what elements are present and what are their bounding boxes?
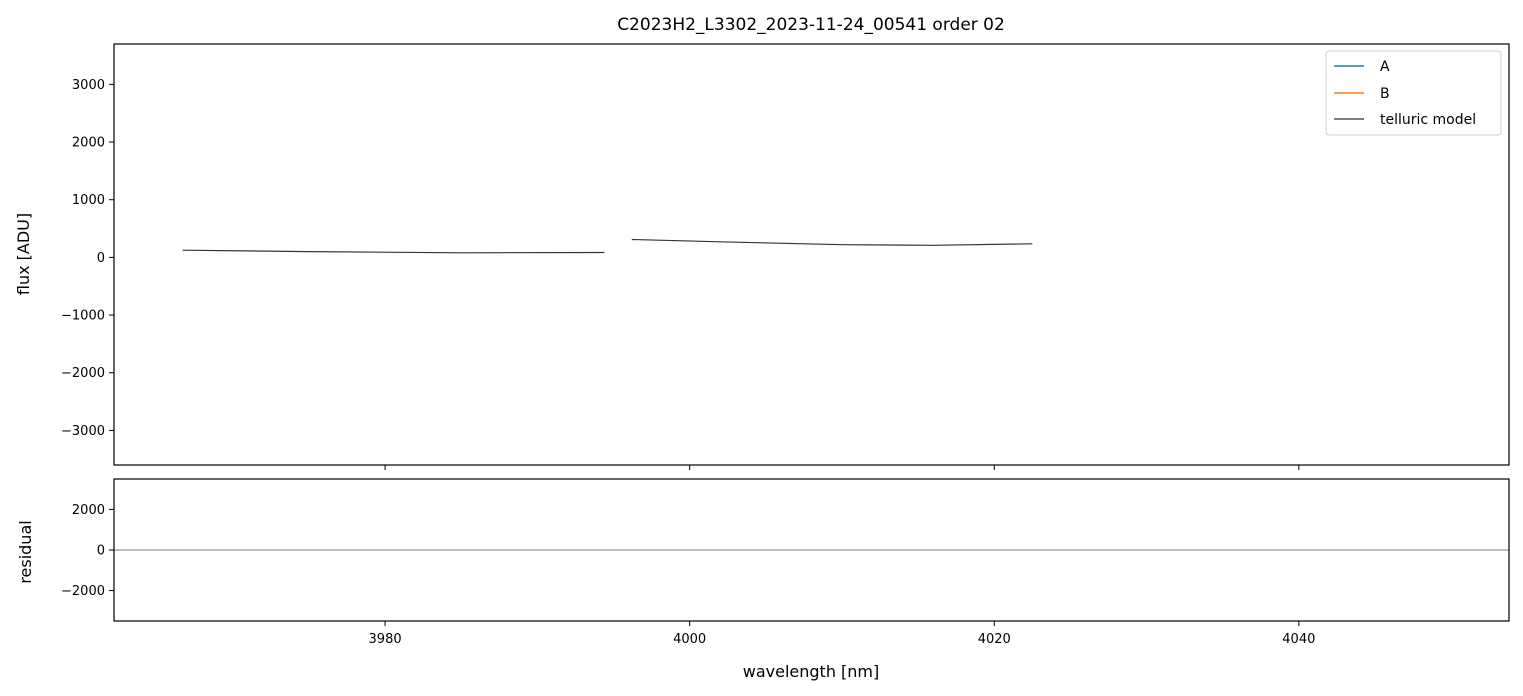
bottom-panel: 2000 0 −2000 3980 4000 4020 4040 residual wav…: [16, 478, 1510, 681]
top-y-axis: 3000 2000 1000 0 −1000 −2000 −3000: [61, 78, 114, 439]
x-axis-label: wavelength [nm]: [743, 662, 880, 681]
top-axes-frame: [113, 43, 1510, 466]
legend-label-a: A: [1380, 59, 1390, 75]
bottom-ytick-label-0: 2000: [72, 503, 105, 518]
series-telluric-model: [182, 238, 1033, 254]
telluric-model-line-2: [631, 238, 1033, 246]
top-ytick-label-1: 2000: [72, 136, 105, 151]
bottom-ytick-label-1: 0: [97, 544, 105, 559]
bottom-x-axis: 3980 4000 4020 4040: [369, 621, 1315, 647]
top-x-axis: [384, 465, 1300, 470]
bottom-ytick-label-2: −2000: [61, 584, 105, 599]
legend-label-b: B: [1380, 86, 1390, 102]
bottom-xtick-label-1: 4000: [673, 632, 706, 647]
top-ytick-label-4: −1000: [61, 309, 105, 324]
legend: A B telluric model: [1325, 50, 1502, 136]
top-ytick-label-0: 3000: [72, 78, 105, 93]
bottom-xtick-label-2: 4020: [978, 632, 1011, 647]
telluric-model-line-1: [182, 249, 605, 254]
chart-title: C2023H2_L3302_2023-11-24_00541 order 02: [617, 15, 1005, 35]
bottom-y-axis-label: residual: [16, 520, 35, 583]
bottom-xtick-label-3: 4040: [1282, 632, 1315, 647]
bottom-xtick-label-0: 3980: [369, 632, 402, 647]
legend-label-telluric-model: telluric model: [1380, 112, 1476, 128]
legend-box: [1325, 50, 1502, 136]
top-ytick-label-3: 0: [97, 251, 105, 266]
top-ytick-label-2: 1000: [72, 193, 105, 208]
top-y-axis-label: flux [ADU]: [14, 213, 33, 295]
top-ytick-label-5: −2000: [61, 366, 105, 381]
bottom-y-axis: 2000 0 −2000: [61, 503, 114, 599]
top-ytick-label-6: −3000: [61, 424, 105, 439]
